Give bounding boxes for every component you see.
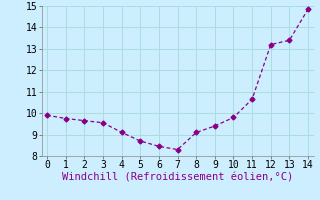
X-axis label: Windchill (Refroidissement éolien,°C): Windchill (Refroidissement éolien,°C)	[62, 173, 293, 183]
